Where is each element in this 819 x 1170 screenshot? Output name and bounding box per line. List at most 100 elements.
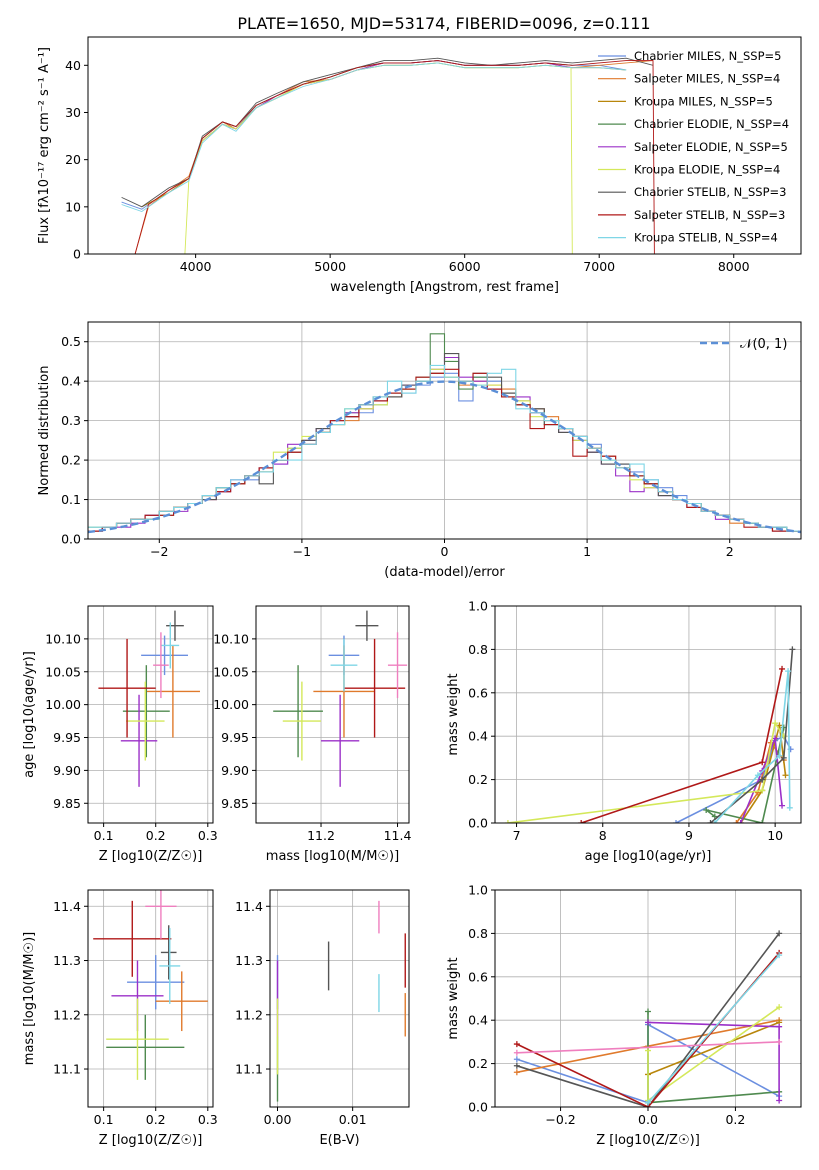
x-axis-label: Z [log10(Z/Z☉)] xyxy=(596,1133,700,1148)
x-tick-label: 1 xyxy=(583,544,591,559)
y-tick-label: 0.0 xyxy=(468,816,488,831)
data-point xyxy=(782,772,789,779)
series-line-7 xyxy=(134,60,655,254)
plot-area xyxy=(276,900,406,1102)
x-tick-label: 0.00 xyxy=(264,1112,292,1127)
y-tick-label: 11.2 xyxy=(53,1007,81,1022)
series-line-2 xyxy=(647,1021,780,1076)
y-tick-label: 0.2 xyxy=(468,1056,488,1071)
y-axis-label: age [log10(age/yr)] xyxy=(22,651,37,778)
x-tick-label: −0.2 xyxy=(545,1112,575,1127)
y-tick-label: 10.05 xyxy=(213,664,249,679)
series-line-2 xyxy=(141,62,627,208)
series-line-9 xyxy=(516,1041,780,1054)
plot-area xyxy=(93,890,208,1080)
data-point xyxy=(785,668,792,675)
axes-frame xyxy=(269,889,410,1108)
y-tick-label: 11.1 xyxy=(53,1062,81,1077)
data-point xyxy=(645,1099,651,1106)
legend: Chabrier MILES, N_SSP=5 Salpeter MILES, N… xyxy=(598,49,789,245)
data-point xyxy=(513,1041,520,1048)
y-axis-label: Normed distribution xyxy=(37,366,52,496)
x-tick-label: 7 xyxy=(513,828,521,843)
x-tick-label: −1 xyxy=(293,544,311,559)
x-tick-label: 2 xyxy=(726,544,734,559)
panel-mass-vs-EBV: 0.00 0.01 11.1 11.2 11.3 11.4 E(B-V) xyxy=(235,889,410,1148)
x-tick-label: 4000 xyxy=(180,259,212,274)
series-line-3 xyxy=(202,60,573,139)
y-tick-label: 0.0 xyxy=(468,1100,488,1115)
plot-area xyxy=(273,610,408,787)
panel-age-vs-Z: 0.1 0.2 0.3 9.85 9.90 9.95 10.00 10.05 10.10 Z [l… xyxy=(22,605,218,864)
y-tick-label: 0.2 xyxy=(468,772,488,787)
data-point xyxy=(754,772,761,779)
panel-mass-weight-vs-age: 7 8 9 10 0.0 0.2 0.4 0.6 0.8 1.0 age [log10(age/yr… xyxy=(446,599,802,864)
x-tick-label: 0.2 xyxy=(146,828,166,843)
data-point xyxy=(645,1047,651,1054)
series-line-6 xyxy=(121,57,654,208)
x-axis-label: Z [log10(Z/Z☉)] xyxy=(99,1133,203,1148)
legend-label: Chabrier STELIB, N_SSP=3 xyxy=(634,185,786,199)
y-tick-label: 10.00 xyxy=(213,697,249,712)
x-tick-label: 0.3 xyxy=(198,1112,218,1127)
plot-area xyxy=(513,930,783,1107)
x-tick-label: −2 xyxy=(150,544,168,559)
panel-residuals: −2 −1 0 1 2 0.0 0.1 0.2 0.3 0.4 0.5 (data-model)/er… xyxy=(37,321,802,580)
panels: 4000 5000 6000 7000 8000010203040wavelength … xyxy=(22,36,802,1148)
y-tick-label: 9.85 xyxy=(53,796,81,811)
data-point xyxy=(776,1004,783,1011)
series-line-0 xyxy=(121,60,627,210)
series-line-5 xyxy=(507,721,785,823)
panel-age-vs-mass: 11.2 11.4 9.85 9.90 9.95 10.00 10.05 10.10 mass … xyxy=(213,605,411,864)
data-point xyxy=(504,820,511,823)
x-axis-label: (data-model)/error xyxy=(384,565,505,580)
x-axis-label: E(B-V) xyxy=(319,1133,359,1148)
y-tick-label: 10.10 xyxy=(45,631,81,646)
legend-label: Kroupa ELODIE, N_SSP=4 xyxy=(634,163,780,177)
figure-title: PLATE=1650, MJD=53174, FIBERID=0096, z=0… xyxy=(237,14,650,33)
y-axis-label: mass [log10(M/M☉)] xyxy=(22,932,37,1065)
data-point xyxy=(759,776,766,783)
x-tick-label: 6000 xyxy=(449,259,481,274)
series-line-8 xyxy=(121,62,627,213)
y-tick-label: 10.05 xyxy=(45,664,81,679)
normal-curve xyxy=(88,380,801,534)
data-point xyxy=(578,820,585,823)
data-point xyxy=(645,1019,651,1026)
y-tick-label: 0.8 xyxy=(468,926,488,941)
panel-mass-vs-Z: 0.1 0.2 0.3 11.1 11.2 11.3 11.4 Z [log10(Z/Z☉)]… xyxy=(22,889,218,1148)
data-point xyxy=(711,820,718,823)
y-tick-label: 11.4 xyxy=(53,899,81,914)
data-point xyxy=(513,1049,520,1056)
data-point xyxy=(645,1008,651,1015)
y-axis-label: mass weight xyxy=(446,673,461,755)
data-point xyxy=(772,735,779,742)
legend-label: Kroupa STELIB, N_SSP=4 xyxy=(634,231,778,245)
data-point xyxy=(776,952,783,959)
y-tick-label: 0.3 xyxy=(61,413,81,428)
series-line-5 xyxy=(184,62,573,254)
x-axis-label: mass [log10(M/M☉)] xyxy=(266,849,399,864)
axes-frame xyxy=(255,605,410,824)
y-tick-label: 0.4 xyxy=(61,374,81,389)
x-tick-label: 9 xyxy=(685,828,693,843)
series-line-4 xyxy=(202,60,573,142)
data-point xyxy=(737,820,744,823)
legend-label: Salpeter STELIB, N_SSP=3 xyxy=(634,208,785,222)
data-point xyxy=(513,1062,520,1069)
y-tick-label: 0.2 xyxy=(61,453,81,468)
x-tick-label: 0.01 xyxy=(339,1112,367,1127)
y-tick-label: 9.90 xyxy=(53,763,81,778)
y-tick-label: 0.4 xyxy=(468,729,488,744)
y-tick-label: 9.85 xyxy=(221,796,249,811)
x-tick-label: 0.2 xyxy=(146,1112,166,1127)
data-point xyxy=(733,820,740,823)
legend: 𝒩(0, 1) xyxy=(700,337,787,352)
x-tick-label: 0.1 xyxy=(94,1112,114,1127)
plot-area xyxy=(88,333,801,534)
x-tick-label: 8 xyxy=(599,828,607,843)
data-point xyxy=(776,752,783,759)
data-point xyxy=(776,1038,783,1045)
panel-spectrum: 4000 5000 6000 7000 8000 0 10 20 30 40 wavelength … xyxy=(37,36,802,295)
